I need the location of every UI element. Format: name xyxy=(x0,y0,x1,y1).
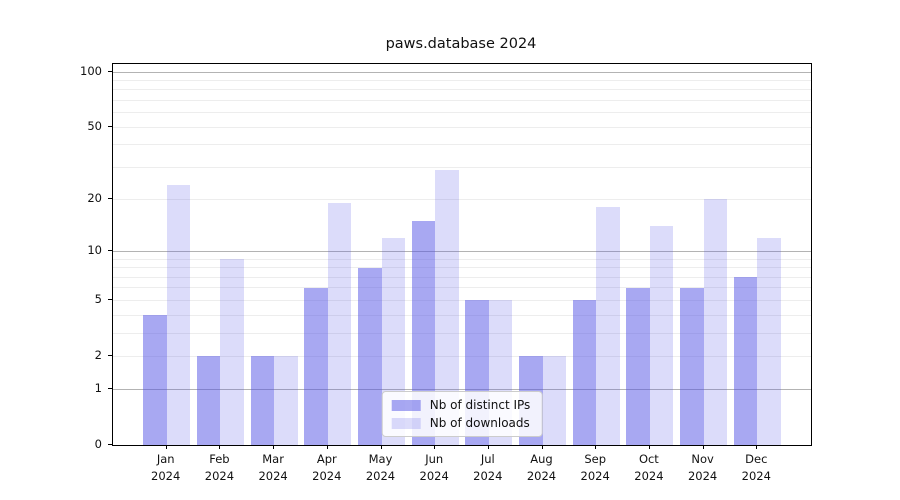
bar-nb-of-distinct-ips-jun xyxy=(411,221,436,445)
bar-nb-of-downloads-jan xyxy=(166,184,191,445)
x-tick-jul xyxy=(487,445,489,449)
gridline-minor-3 xyxy=(113,332,811,334)
x-tick-feb xyxy=(219,445,221,449)
x-tick-label-jan: Jan 2024 xyxy=(151,452,181,483)
x-tick-label-jul: Jul 2024 xyxy=(473,452,503,483)
gridline-minor-20 xyxy=(113,198,811,200)
y-tick-label-20: 20 xyxy=(87,191,102,205)
x-tick-label-oct: Oct 2024 xyxy=(634,452,664,483)
gridline-minor-9 xyxy=(113,258,811,260)
gridline-minor-50 xyxy=(113,126,811,128)
gridline-minor-8 xyxy=(113,267,811,268)
x-tick-label-dec: Dec 2024 xyxy=(741,452,771,483)
bar-nb-of-distinct-ips-jan xyxy=(143,315,167,445)
legend-label-downloads: Nb of downloads xyxy=(429,416,530,430)
bar-nb-of-downloads-feb xyxy=(220,259,244,445)
gridline-minor-70 xyxy=(113,100,811,102)
legend-item-distinct-ips: Nb of distinct IPs xyxy=(391,398,531,412)
bar-nb-of-downloads-aug xyxy=(542,356,566,445)
bar-nb-of-downloads-sep xyxy=(596,207,620,445)
gridline-major-10 xyxy=(113,250,811,252)
x-tick-mar xyxy=(273,445,275,449)
y-tick-0 xyxy=(108,443,112,445)
x-tick-jun xyxy=(434,445,436,449)
x-tick-label-nov: Nov 2024 xyxy=(687,452,718,483)
bar-nb-of-downloads-dec xyxy=(757,237,781,445)
gridline-minor-2 xyxy=(113,355,811,357)
y-tick-100 xyxy=(108,70,112,72)
y-tick-label-5: 5 xyxy=(94,292,102,307)
bar-nb-of-distinct-ips-mar xyxy=(250,356,275,445)
bar-nb-of-distinct-ips-may xyxy=(358,267,382,445)
x-tick-may xyxy=(380,445,382,449)
gridline-major-1 xyxy=(113,388,811,390)
x-tick-aug xyxy=(541,445,543,449)
bar-nb-of-distinct-ips-dec xyxy=(733,277,758,445)
bar-nb-of-distinct-ips-oct xyxy=(626,287,650,445)
y-tick-label-50: 50 xyxy=(87,119,102,134)
gridline-minor-5 xyxy=(113,299,811,301)
y-tick-label-0: 0 xyxy=(94,437,102,451)
chart-title: paws.database 2024 xyxy=(385,36,537,52)
y-tick-10 xyxy=(108,249,112,251)
legend-swatch-downloads xyxy=(391,417,421,429)
y-tick-2 xyxy=(108,354,112,356)
y-tick-label-10: 10 xyxy=(87,243,102,258)
bar-nb-of-downloads-nov xyxy=(703,199,728,445)
x-tick-label-feb: Feb 2024 xyxy=(204,452,235,483)
legend: Nb of distinct IPs Nb of downloads xyxy=(381,391,543,437)
y-tick-label-1: 1 xyxy=(94,381,102,395)
bar-nb-of-distinct-ips-feb xyxy=(196,356,221,445)
x-tick-jan xyxy=(165,445,167,449)
bar-nb-of-distinct-ips-apr xyxy=(304,287,328,445)
x-tick-oct xyxy=(648,445,650,449)
gridline-major-100 xyxy=(113,71,811,73)
x-tick-label-sep: Sep 2024 xyxy=(580,452,610,483)
legend-item-downloads: Nb of downloads xyxy=(391,416,531,430)
bar-nb-of-downloads-mar xyxy=(274,356,298,445)
bar-nb-of-downloads-jun xyxy=(435,170,459,445)
y-tick-label-2: 2 xyxy=(94,348,102,363)
x-tick-label-aug: Aug 2024 xyxy=(526,452,557,483)
gridline-minor-80 xyxy=(113,89,811,91)
bar-nb-of-downloads-apr xyxy=(327,202,352,445)
gridline-minor-4 xyxy=(113,314,811,316)
gridline-minor-30 xyxy=(113,167,811,168)
gridline-minor-6 xyxy=(113,287,811,289)
gridline-minor-7 xyxy=(113,276,811,278)
x-tick-label-jun: Jun 2024 xyxy=(419,452,449,483)
x-tick-label-apr: Apr 2024 xyxy=(312,452,342,483)
bar-nb-of-downloads-oct xyxy=(649,226,674,445)
gridline-minor-40 xyxy=(113,144,811,146)
x-tick-apr xyxy=(326,445,328,449)
x-tick-label-mar: Mar 2024 xyxy=(258,452,288,483)
legend-label-distinct-ips: Nb of distinct IPs xyxy=(429,398,531,412)
bar-nb-of-distinct-ips-sep xyxy=(572,300,597,445)
gridline-minor-60 xyxy=(113,112,811,114)
y-tick-5 xyxy=(108,298,112,300)
x-tick-sep xyxy=(595,445,597,449)
bar-nb-of-distinct-ips-nov xyxy=(680,287,704,445)
x-tick-dec xyxy=(756,445,758,449)
y-tick-50 xyxy=(108,125,112,127)
x-tick-nov xyxy=(702,445,704,449)
gridline-minor-90 xyxy=(113,80,811,81)
x-tick-label-may: May 2024 xyxy=(365,452,396,483)
plot-area: Nb of distinct IPs Nb of downloads xyxy=(112,63,812,446)
y-tick-1 xyxy=(108,387,112,389)
y-tick-label-100: 100 xyxy=(80,64,102,79)
legend-swatch-distinct-ips xyxy=(391,399,421,411)
y-tick-20 xyxy=(108,197,112,199)
